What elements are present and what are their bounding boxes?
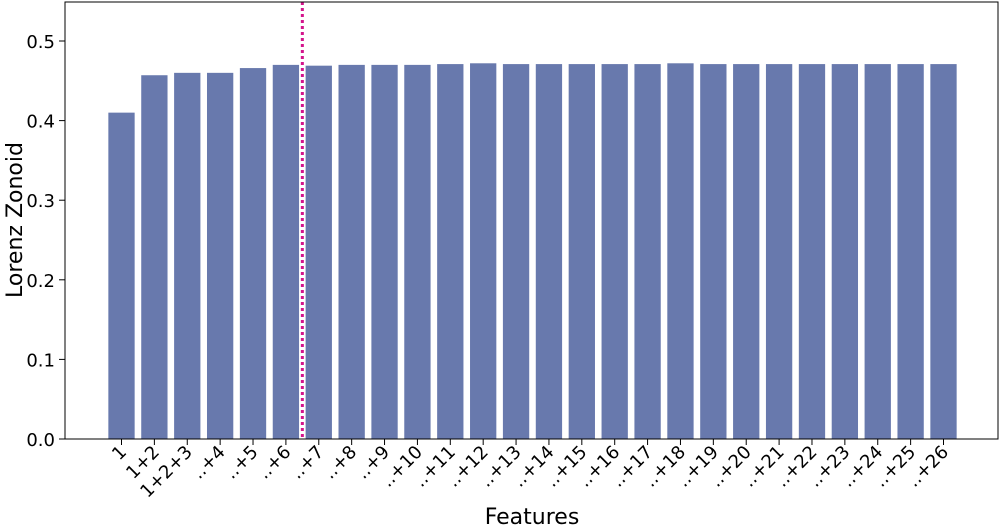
y-tick-label: 0.5 — [26, 32, 55, 53]
y-tick-label: 0.4 — [26, 112, 55, 133]
bar — [371, 64, 398, 439]
y-tick-label: 0.3 — [26, 191, 55, 212]
y-tick-label: 0.0 — [26, 430, 55, 451]
bar — [897, 64, 924, 439]
bar — [765, 64, 793, 439]
bar — [108, 112, 135, 439]
bar — [206, 72, 234, 439]
x-tick-label: ..+6 — [254, 442, 296, 484]
bar — [437, 64, 464, 439]
x-tick-label: ..+4 — [188, 442, 230, 484]
x-tick-label: 1 — [108, 442, 131, 465]
y-axis-label: Lorenz Zonoid — [3, 142, 28, 298]
bar — [272, 64, 300, 439]
bar — [502, 64, 530, 439]
bar — [733, 64, 760, 439]
bar — [930, 64, 957, 439]
x-tick-label: ..+5 — [221, 442, 263, 484]
bar — [798, 64, 826, 439]
bar — [831, 64, 859, 439]
bar — [470, 63, 497, 439]
bar — [634, 64, 661, 439]
bar — [239, 68, 267, 440]
y-tick-label: 0.1 — [26, 350, 55, 371]
bar — [305, 65, 332, 440]
bar — [601, 64, 628, 439]
bar — [404, 64, 431, 439]
bar — [700, 64, 727, 439]
bar — [864, 64, 891, 439]
bar — [338, 64, 365, 439]
bar — [667, 63, 694, 439]
bar — [535, 64, 563, 439]
y-tick-label: 0.2 — [26, 271, 55, 292]
x-axis-label: Features — [485, 505, 580, 527]
plot-frame — [64, 1, 999, 440]
bar — [141, 75, 168, 440]
bar — [568, 64, 595, 439]
x-tick-label: ..+7 — [287, 442, 329, 484]
bar — [174, 72, 201, 439]
x-tick-label: ..+8 — [319, 442, 361, 484]
